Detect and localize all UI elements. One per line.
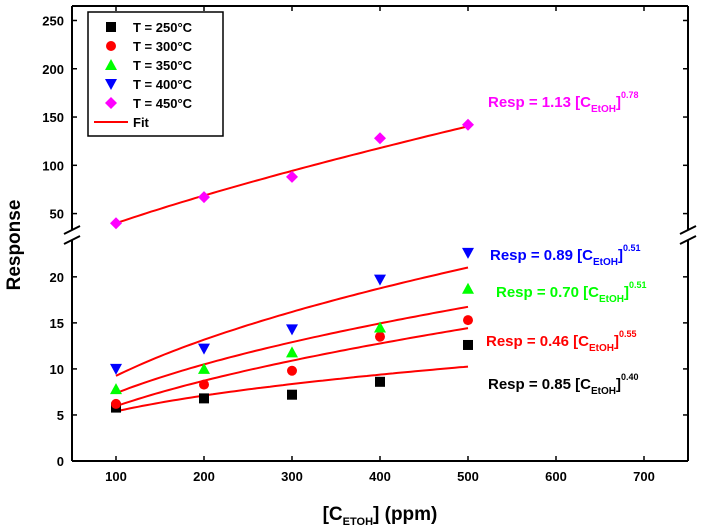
data-point (199, 393, 209, 404)
data-point (199, 379, 209, 390)
fit-curves (115, 125, 469, 413)
legend-marker (106, 22, 116, 32)
legend-marker (105, 59, 117, 70)
y-tick-label: 20 (50, 270, 64, 285)
fit-equation: Resp = 0.70 [CEtOH]0.51 (496, 280, 647, 305)
fit-curve (115, 266, 469, 377)
legend-marker (105, 97, 117, 109)
data-point (463, 339, 473, 350)
data-point (198, 343, 210, 355)
data-point (110, 363, 122, 375)
axis-titles: [CETOH] (ppm) Response (4, 200, 437, 528)
y-axis-title: Response (4, 200, 25, 291)
legend-label: T = 250°C (133, 20, 193, 35)
data-point (462, 247, 474, 259)
data-point (463, 315, 473, 326)
data-point (462, 118, 474, 131)
x-tick-label: 600 (545, 469, 567, 484)
legend-label: T = 450°C (133, 96, 193, 111)
fit-annotations: Resp = 1.13 [CEtOH]0.78 Resp = 0.89 [CEtO… (486, 90, 647, 397)
data-point (462, 282, 474, 294)
data-point (286, 346, 298, 358)
legend-marker (106, 41, 116, 51)
fit-curve (115, 327, 469, 408)
y-tick-label: 150 (42, 110, 64, 125)
legend-label: Fit (133, 115, 150, 130)
data-point (111, 398, 121, 409)
data-point (286, 324, 298, 336)
x-tick-label: 500 (457, 469, 479, 484)
axis-break-right-1 (679, 225, 697, 235)
legend-label: T = 350°C (133, 58, 193, 73)
fit-equation: Resp = 0.46 [CEtOH]0.55 (486, 329, 637, 354)
data-point (374, 132, 386, 145)
data-point (110, 383, 122, 395)
axis-break-left-1 (63, 225, 81, 235)
y-tick-label: 5 (57, 408, 64, 423)
legend-marker (105, 79, 117, 90)
x-axis-title: [CETOH] (ppm) (323, 504, 438, 528)
axis-ticks: 100 200 300 400 500 600 700 0 5 10 15 20 50 100 150 200… (42, 6, 688, 484)
y-tick-label: 250 (42, 13, 64, 28)
y-tick-label: 15 (50, 316, 64, 331)
legend-label: T = 400°C (133, 77, 193, 92)
data-point (374, 274, 386, 286)
fit-curve (115, 365, 469, 413)
y-tick-label: 50 (50, 207, 64, 222)
x-tick-label: 100 (105, 469, 127, 484)
x-tick-label: 200 (193, 469, 215, 484)
data-point (374, 321, 386, 333)
axis-break-right-2 (679, 235, 697, 245)
data-point (286, 170, 298, 183)
x-tick-label: 700 (633, 469, 655, 484)
y-tick-label: 200 (42, 62, 64, 77)
legend-label: T = 300°C (133, 39, 193, 54)
data-points (110, 118, 474, 413)
y-tick-label: 0 (57, 454, 64, 469)
x-tick-label: 400 (369, 469, 391, 484)
data-point (198, 362, 210, 374)
fit-curve (115, 305, 469, 395)
data-point (287, 389, 297, 400)
data-point (287, 365, 297, 376)
y-tick-label: 100 (42, 158, 64, 173)
legend-box (87, 11, 224, 137)
x-tick-label: 300 (281, 469, 303, 484)
y-tick-label: 10 (50, 362, 64, 377)
data-point (198, 191, 210, 204)
fit-equation: Resp = 1.13 [CEtOH]0.78 (488, 90, 639, 115)
data-point (375, 376, 385, 387)
data-point (110, 217, 122, 230)
axis-break-left-2 (63, 235, 81, 245)
fit-equation: Resp = 0.85 [CEtOH]0.40 (488, 372, 639, 397)
fit-equation: Resp = 0.89 [CEtOH]0.51 (490, 243, 641, 268)
legend: T = 250°C T = 300°C T = 350°C T = 400°C T = … (87, 11, 224, 137)
data-point (375, 331, 385, 342)
